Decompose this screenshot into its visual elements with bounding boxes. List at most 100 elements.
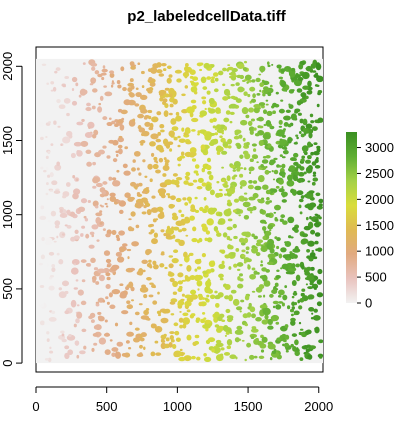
cell [100,205,104,208]
cell [77,206,86,213]
cell [265,155,271,159]
cell [157,291,160,295]
cell [141,130,150,137]
cell [141,190,147,194]
cell [142,159,146,163]
cell [290,113,297,121]
cell [306,266,312,271]
cell [104,202,108,205]
cell [91,105,96,110]
cell [157,313,162,317]
cell [135,92,142,98]
cell [204,107,207,111]
cell [244,74,252,81]
cell [105,272,111,277]
cell [45,155,49,160]
cell [266,197,270,201]
cell [116,169,120,173]
cell [308,132,313,139]
cell [61,333,65,337]
cell [215,339,222,344]
cell [247,93,251,98]
cell [141,85,145,89]
cell [199,110,208,117]
cell [223,352,231,356]
cell [112,180,121,187]
cell [178,356,186,362]
cell [307,294,315,300]
cell [135,334,141,338]
cell [134,186,138,190]
cell [50,210,57,217]
cell [46,263,50,267]
cell [177,135,181,139]
cell [291,189,297,196]
cell [249,86,256,92]
cell [225,110,231,115]
cell [316,145,321,150]
cell [257,295,262,298]
cell [305,193,314,199]
cell [191,238,198,243]
cell [290,343,294,348]
cell [146,87,152,92]
cell [232,298,240,306]
x-tick-label: 0 [32,399,39,414]
cell [215,302,220,308]
cell [235,82,240,86]
cell [265,213,271,218]
cell [313,308,318,313]
cell [194,334,200,339]
cell [251,247,259,254]
cell [89,83,94,86]
cell [205,328,209,332]
cell [190,204,196,211]
cell [95,212,103,217]
cell [241,107,249,115]
cell [191,158,197,162]
cell [84,217,89,222]
cell [287,123,292,128]
cell [219,353,224,357]
cell [290,317,296,322]
cell [312,315,321,321]
cell [189,274,196,281]
cell [190,313,196,317]
cell [204,205,209,211]
cell [184,202,189,206]
cell [102,190,106,195]
cell [263,86,269,91]
cell [138,182,143,187]
cell [40,219,45,224]
cell [302,85,309,90]
cell [203,163,206,167]
cell [258,355,265,360]
cell [244,152,251,160]
cell [253,235,258,240]
cell [214,128,217,131]
cell [285,109,291,114]
cell [302,96,306,100]
cell [317,117,323,123]
cell [221,319,226,323]
cell [239,154,244,159]
cell [124,146,129,150]
cell [180,213,185,218]
cell [243,91,248,97]
cell [172,98,178,105]
cell [191,355,196,360]
cell [218,188,223,192]
cell [271,317,276,322]
cell [278,76,284,80]
cell [49,274,55,278]
cell [51,267,56,273]
cell [208,260,216,268]
cell [317,91,321,96]
cell [106,121,113,127]
cell [215,192,221,198]
cell [247,264,251,270]
cell [216,232,222,237]
cell [158,92,165,96]
cell [301,233,309,238]
cell [280,99,284,102]
